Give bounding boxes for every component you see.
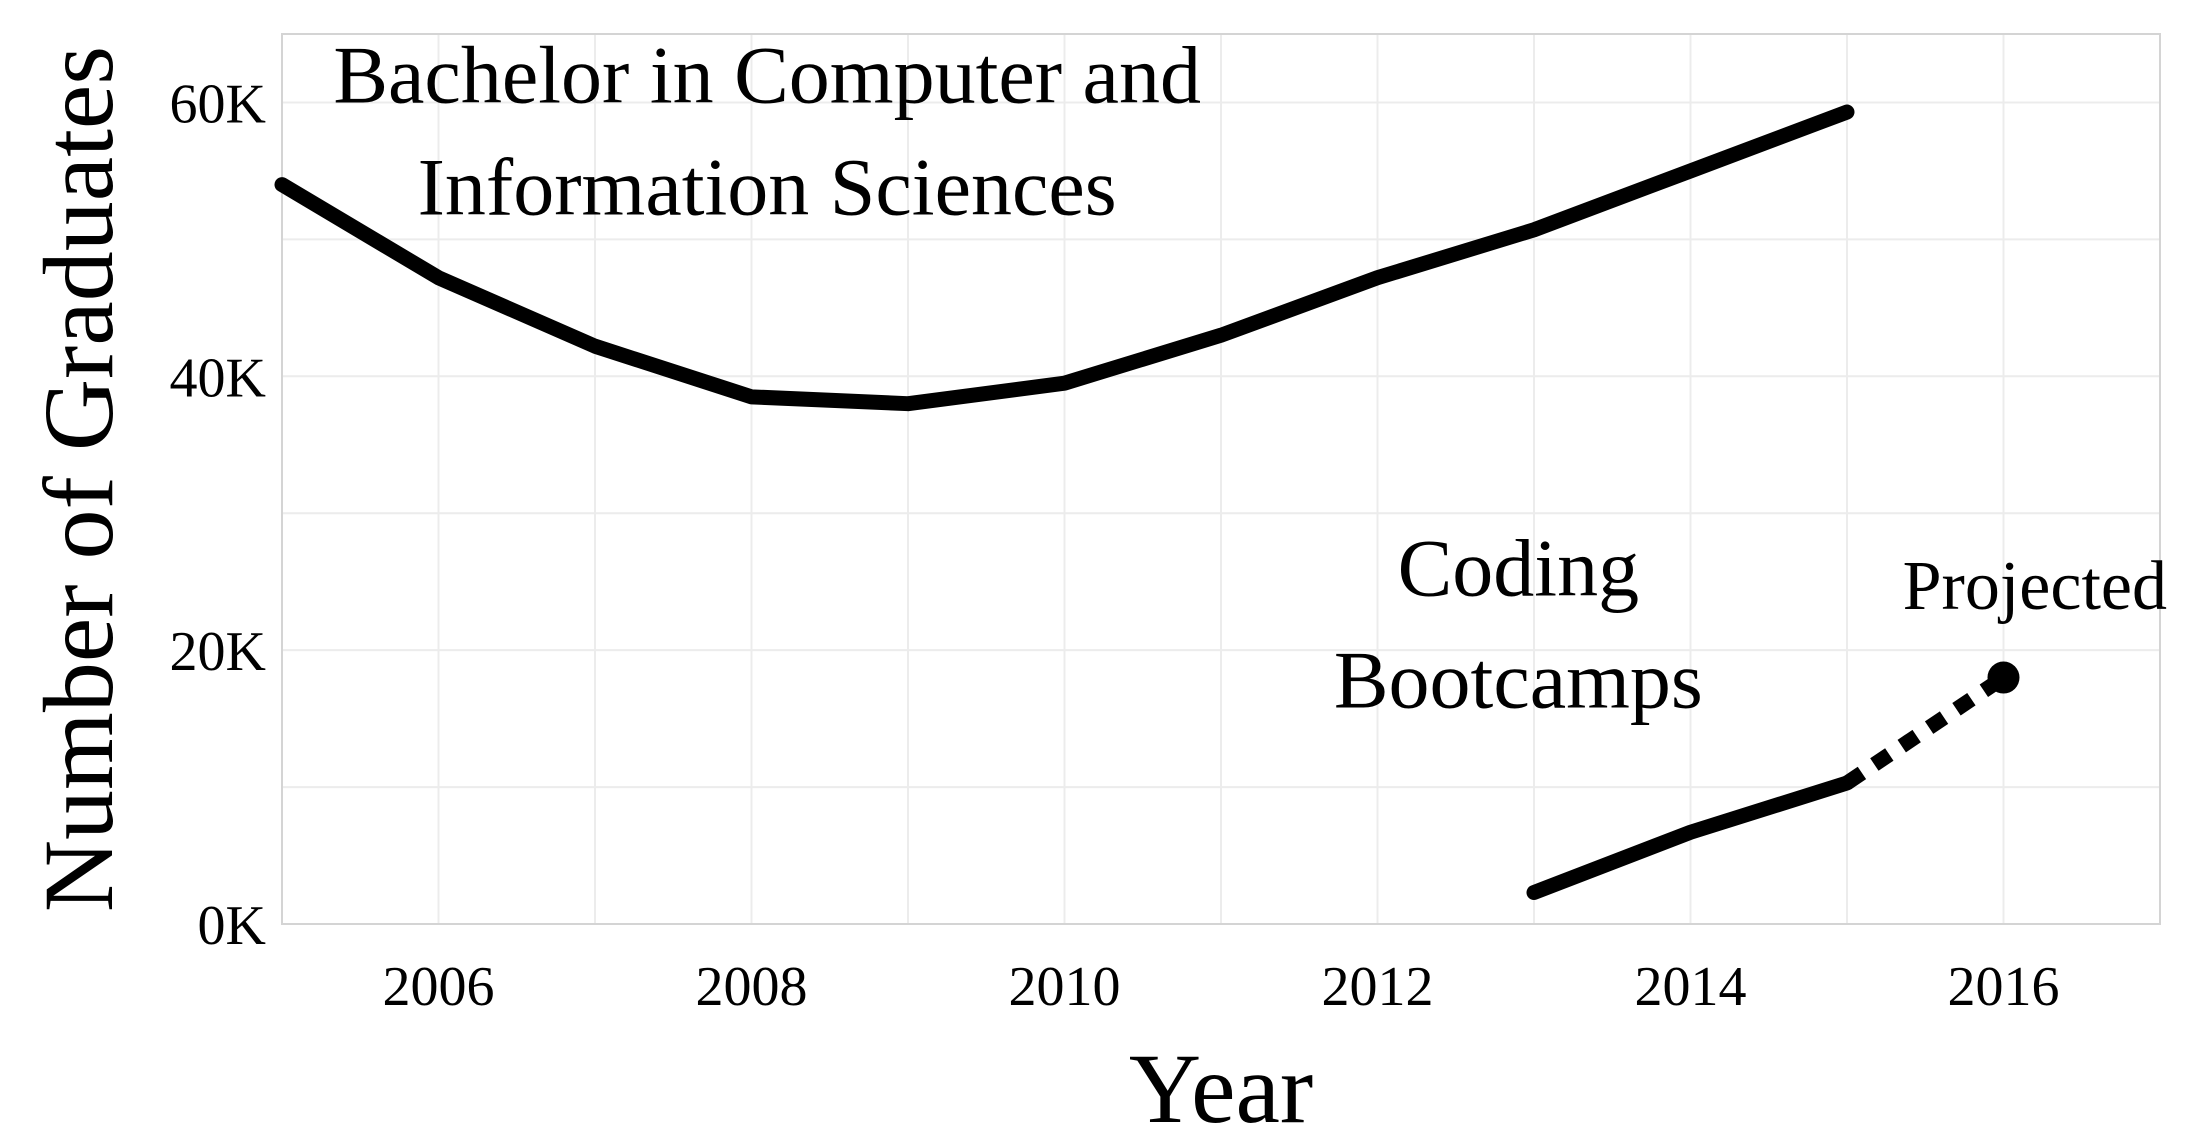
y-tick-label: 60K <box>170 73 266 135</box>
x-tick-label: 2006 <box>383 956 495 1018</box>
annotation-line: Information Sciences <box>418 141 1117 232</box>
x-tick-label: 2016 <box>1948 956 2060 1018</box>
series-line-2 <box>1842 671 2008 790</box>
annotation-1: Coding Bootcamps <box>1334 522 1703 725</box>
annotation-line: Bachelor in Computer and <box>333 29 1201 120</box>
plot-panel-border <box>281 33 2161 925</box>
y-axis-title: Number of Graduates <box>23 46 134 912</box>
annotation-line: Coding <box>1398 522 1639 613</box>
series-layer <box>274 104 2020 901</box>
y-tick-label: 20K <box>170 621 266 683</box>
x-tick-label: 2012 <box>1322 956 1434 1018</box>
x-tick-label: 2010 <box>1009 956 1121 1018</box>
annotation-line: Bootcamps <box>1334 634 1703 725</box>
annotation-line: Projected <box>1903 548 2167 625</box>
annotations: Bachelor in Computer and Information Scie… <box>333 29 2167 725</box>
tick-labels: 2006 2008 2010 2012 2014 2016 0K 20K 40K 60K <box>170 73 2060 1018</box>
y-tick-label: 0K <box>198 895 266 957</box>
projected-point <box>1987 661 2020 694</box>
series-line-0 <box>274 104 1855 412</box>
x-axis-title: Year <box>1129 1033 1313 1132</box>
x-tick-label: 2014 <box>1635 956 1747 1018</box>
series-line-1 <box>1526 775 1855 901</box>
annotation-0: Bachelor in Computer and Information Scie… <box>333 29 1201 232</box>
x-tick-label: 2008 <box>696 956 808 1018</box>
y-tick-label: 40K <box>170 347 266 409</box>
annotation-2: Projected <box>1903 548 2167 625</box>
